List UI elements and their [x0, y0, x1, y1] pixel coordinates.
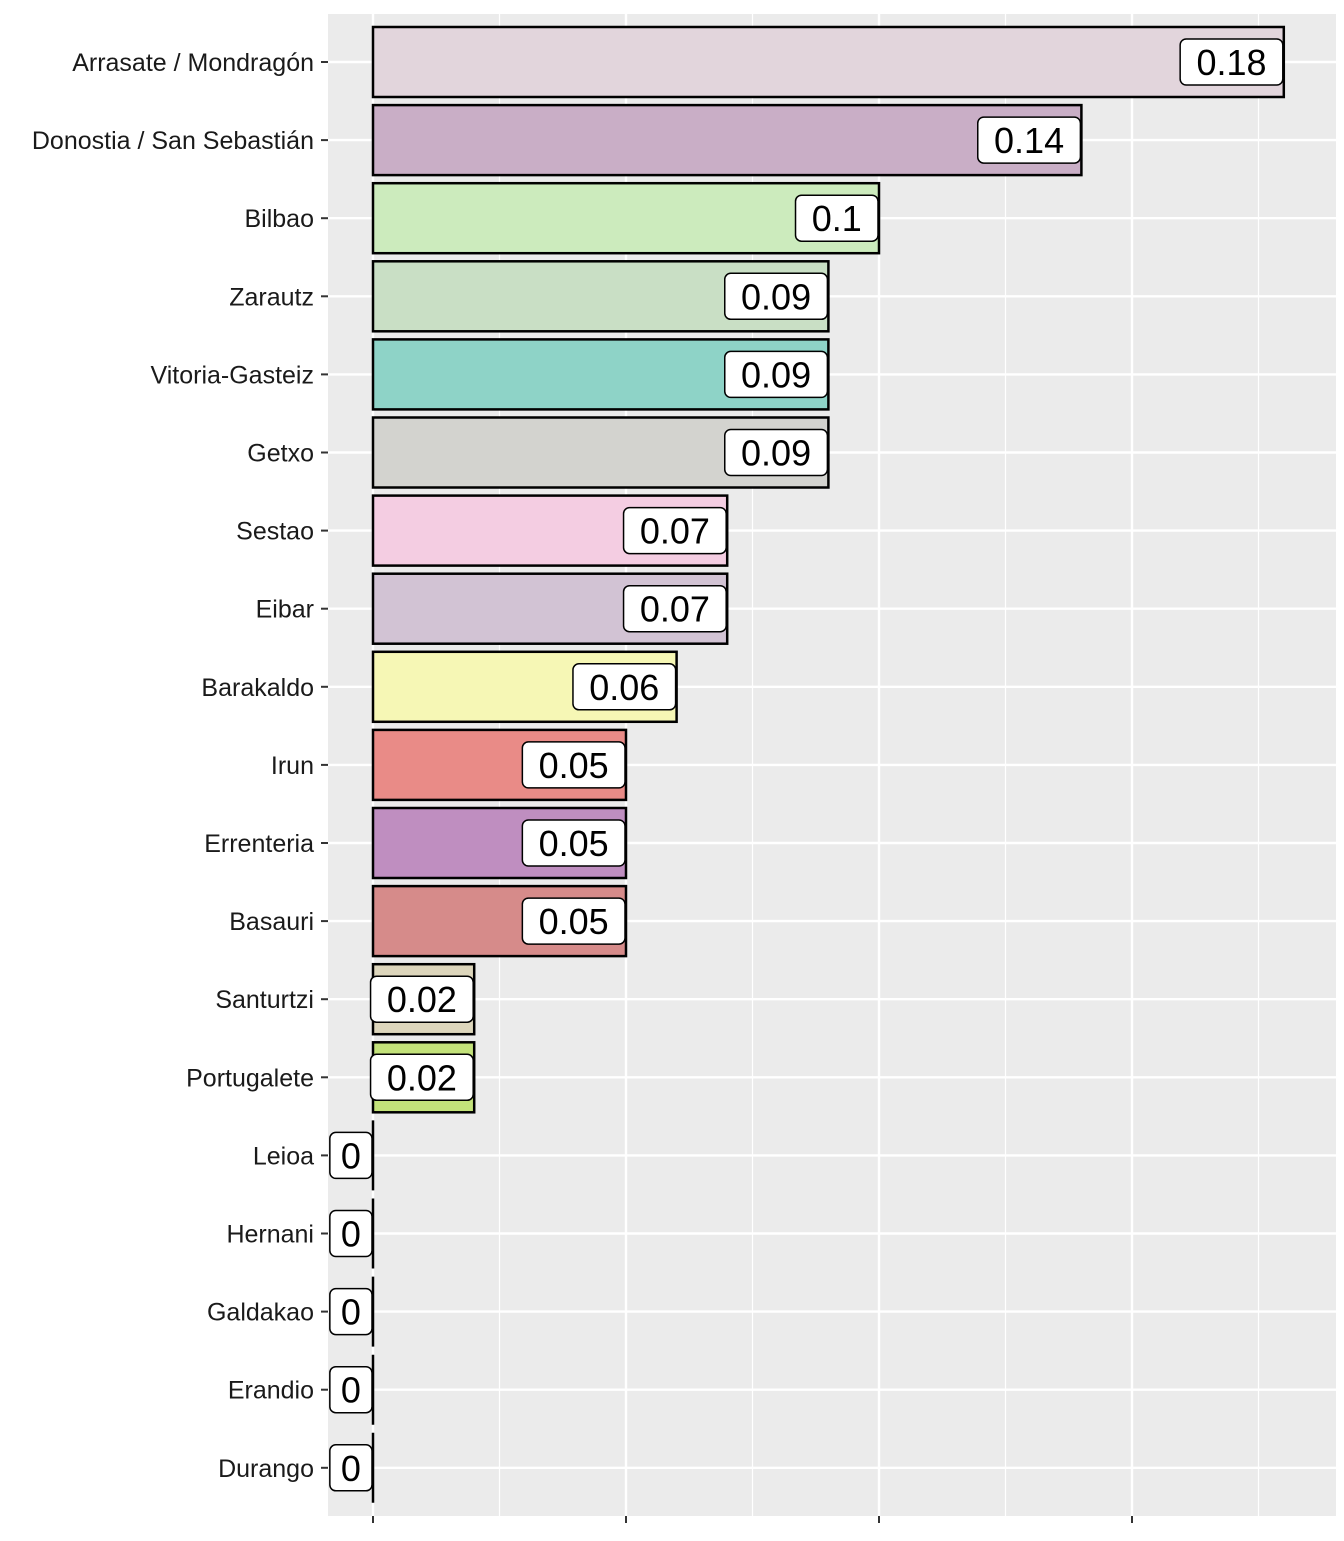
value-label-box	[622, 584, 727, 633]
value-label: 0.02	[369, 1053, 474, 1102]
value-label-text: 0.05	[539, 901, 609, 942]
value-label-text: 0.14	[994, 120, 1064, 161]
value-label-box	[329, 1131, 373, 1180]
value-label-text: 0.09	[741, 276, 811, 317]
value-label-box	[329, 1444, 373, 1492]
value-label: 0.09	[724, 350, 829, 399]
bar	[371, 25, 1286, 99]
value-label-box	[369, 975, 474, 1023]
value-label: 0	[329, 1444, 373, 1492]
y-tick-label: Zarautz	[229, 283, 314, 311]
value-label: 0.09	[724, 272, 829, 321]
value-label-box	[622, 506, 727, 555]
value-label-box	[329, 1209, 373, 1258]
value-label: 0.07	[622, 506, 727, 555]
y-tick-label: Eibar	[256, 596, 314, 624]
y-tick-label: Galdakao	[207, 1299, 314, 1327]
value-label-text: 0.02	[387, 1057, 457, 1098]
value-label-text: 0.05	[539, 745, 609, 786]
value-label-box	[521, 741, 626, 789]
y-tick-label: Vitoria-Gasteiz	[151, 361, 315, 389]
value-label: 0	[329, 1287, 373, 1336]
y-tick-label: Sestao	[236, 518, 314, 546]
value-label: 0.05	[521, 741, 626, 789]
value-label-box	[521, 897, 626, 945]
value-label-box	[977, 116, 1082, 164]
bar	[371, 181, 881, 255]
value-label-text: 0.09	[741, 432, 811, 473]
y-axis: Arrasate / Mondragón Donostia / San Sebas…	[32, 49, 328, 1483]
value-label: 0.07	[622, 584, 727, 633]
value-label-box	[794, 194, 879, 242]
y-tick-label: Errenteria	[204, 830, 314, 858]
value-label-box	[724, 428, 829, 477]
value-label: 0.09	[724, 428, 829, 477]
y-tick-label: Bilbao	[245, 205, 315, 233]
value-label-text: 0	[341, 1292, 361, 1333]
value-label-text: 0.05	[539, 823, 609, 864]
value-label-box	[369, 1053, 474, 1102]
y-tick-label: Erandio	[228, 1377, 314, 1405]
value-label: 0	[329, 1209, 373, 1258]
value-label-box	[724, 272, 829, 321]
value-label: 0.02	[369, 975, 474, 1023]
value-label-text: 0.02	[387, 979, 457, 1020]
value-label-text: 0.1	[812, 198, 862, 239]
y-tick-label: Durango	[218, 1455, 314, 1483]
value-label: 0.18	[1179, 38, 1284, 86]
value-label: 0.06	[572, 663, 677, 711]
y-tick-label: Barakaldo	[201, 674, 314, 702]
value-label-box	[329, 1287, 373, 1336]
value-label-text: 0	[341, 1213, 361, 1254]
value-label: 0.1	[794, 194, 879, 242]
value-label-text: 0.06	[589, 667, 659, 708]
y-tick-label: Irun	[271, 752, 314, 780]
value-label-text: 0.18	[1196, 42, 1266, 83]
value-label-text: 0	[341, 1370, 361, 1411]
y-tick-label: Arrasate / Mondragón	[72, 49, 314, 77]
value-label: 0.05	[521, 819, 626, 867]
value-label-box	[572, 663, 677, 711]
value-label-text: 0.09	[741, 354, 811, 395]
value-label-text: 0	[341, 1135, 361, 1176]
value-labels: 0.180.140.10.090.090.090.070.070.060.050…	[329, 38, 1284, 1492]
x-axis	[372, 1516, 1133, 1523]
value-label-box	[724, 350, 829, 399]
value-label: 0	[329, 1365, 373, 1414]
value-label-box	[329, 1365, 373, 1414]
value-label-text: 0	[341, 1448, 361, 1489]
y-tick-label: Getxo	[247, 440, 314, 468]
y-tick-label: Leioa	[253, 1142, 314, 1170]
value-label-box	[1179, 38, 1284, 86]
y-tick-label: Hernani	[226, 1221, 314, 1249]
bar	[371, 103, 1083, 177]
value-label: 0	[329, 1131, 373, 1180]
value-label: 0.14	[977, 116, 1082, 164]
value-label-text: 0.07	[640, 589, 710, 630]
value-label: 0.05	[521, 897, 626, 945]
value-label-box	[521, 819, 626, 867]
y-tick-label: Santurtzi	[215, 986, 314, 1014]
y-tick-label: Donostia / San Sebastián	[32, 127, 314, 155]
value-label-text: 0.07	[640, 511, 710, 552]
y-tick-label: Portugalete	[186, 1064, 314, 1092]
y-tick-label: Basauri	[229, 908, 314, 936]
